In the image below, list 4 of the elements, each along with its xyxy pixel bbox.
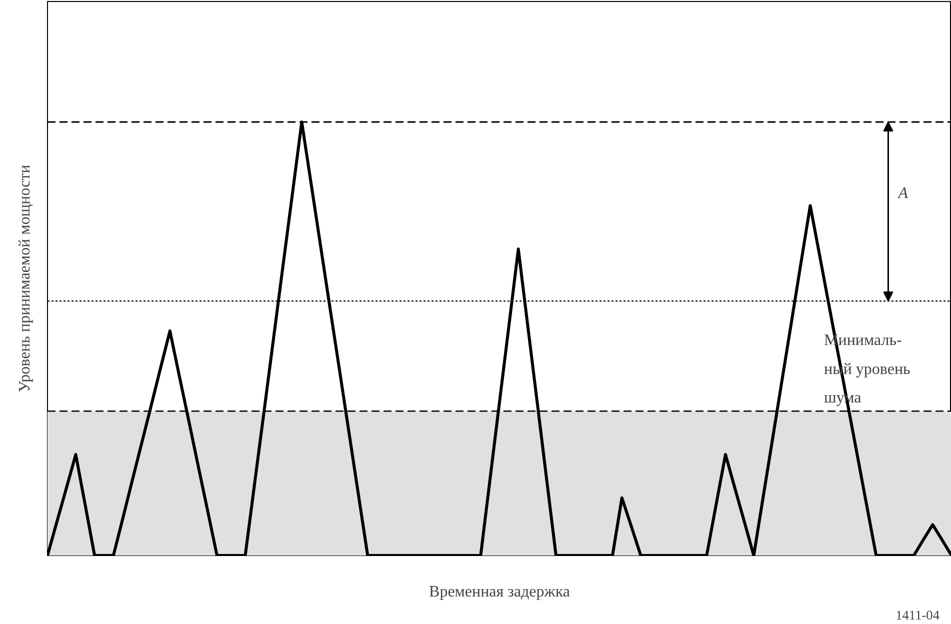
annotation: A — [897, 185, 908, 202]
y-axis-title: Уровень принимаемой мощности — [16, 164, 34, 392]
x-axis-title: Временная задержка — [429, 584, 570, 600]
text: 1411-04 — [896, 608, 940, 622]
